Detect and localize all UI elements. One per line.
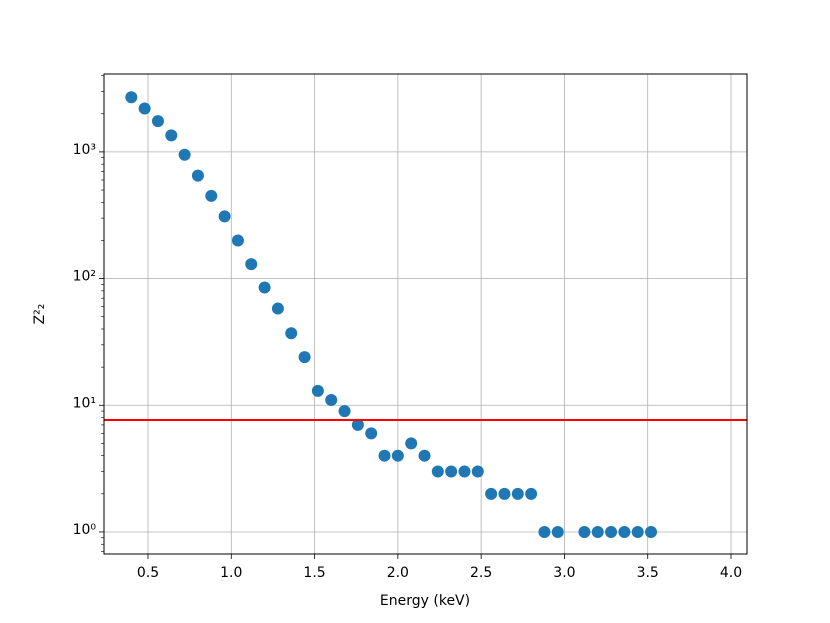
data-point: [231, 234, 244, 247]
x-tick-label: 2.5: [470, 565, 492, 581]
data-point: [525, 487, 538, 500]
data-point: [285, 327, 298, 340]
data-point: [125, 91, 138, 104]
data-point: [338, 405, 351, 418]
data-point: [391, 449, 404, 462]
data-point: [258, 281, 271, 294]
data-point: [485, 487, 498, 500]
data-point: [405, 437, 418, 450]
data-point: [245, 258, 258, 271]
data-point: [471, 465, 484, 478]
data-point: [325, 394, 338, 407]
y-tick-label: 10²: [73, 269, 96, 285]
data-point: [645, 525, 658, 538]
data-point: [351, 418, 364, 431]
data-point: [458, 465, 471, 478]
x-tick-label: 1.5: [303, 565, 325, 581]
data-point: [218, 210, 231, 223]
data-point: [138, 102, 151, 115]
y-tick-label: 10³: [73, 142, 96, 158]
data-point: [151, 115, 164, 128]
plot-frame: [103, 73, 748, 555]
y-tick-label: 10¹: [73, 395, 96, 411]
y-axis-label: Z²₂: [32, 304, 48, 325]
x-axis-label: Energy (keV): [380, 593, 470, 609]
x-tick-label: 2.0: [387, 565, 409, 581]
data-point: [418, 449, 431, 462]
data-point: [298, 351, 311, 364]
data-point: [311, 384, 324, 397]
data-point: [165, 129, 178, 142]
data-point: [618, 525, 631, 538]
data-point: [605, 525, 618, 538]
x-tick-label: 4.0: [720, 565, 742, 581]
data-point: [538, 525, 551, 538]
data-point: [365, 427, 378, 440]
data-point: [551, 525, 564, 538]
data-point: [378, 449, 391, 462]
data-point: [271, 302, 284, 315]
data-point: [578, 525, 591, 538]
data-point: [591, 525, 604, 538]
data-point: [205, 189, 218, 202]
data-point: [431, 465, 444, 478]
y-tick-label: 10⁰: [73, 522, 97, 538]
x-tick-label: 0.5: [137, 565, 159, 581]
data-point: [191, 169, 204, 182]
x-tick-label: 3.0: [553, 565, 575, 581]
data-point: [631, 525, 644, 538]
x-tick-label: 1.0: [220, 565, 242, 581]
data-point: [178, 148, 191, 161]
data-point: [511, 487, 524, 500]
x-tick-label: 3.5: [637, 565, 659, 581]
data-point: [445, 465, 458, 478]
data-point: [498, 487, 511, 500]
